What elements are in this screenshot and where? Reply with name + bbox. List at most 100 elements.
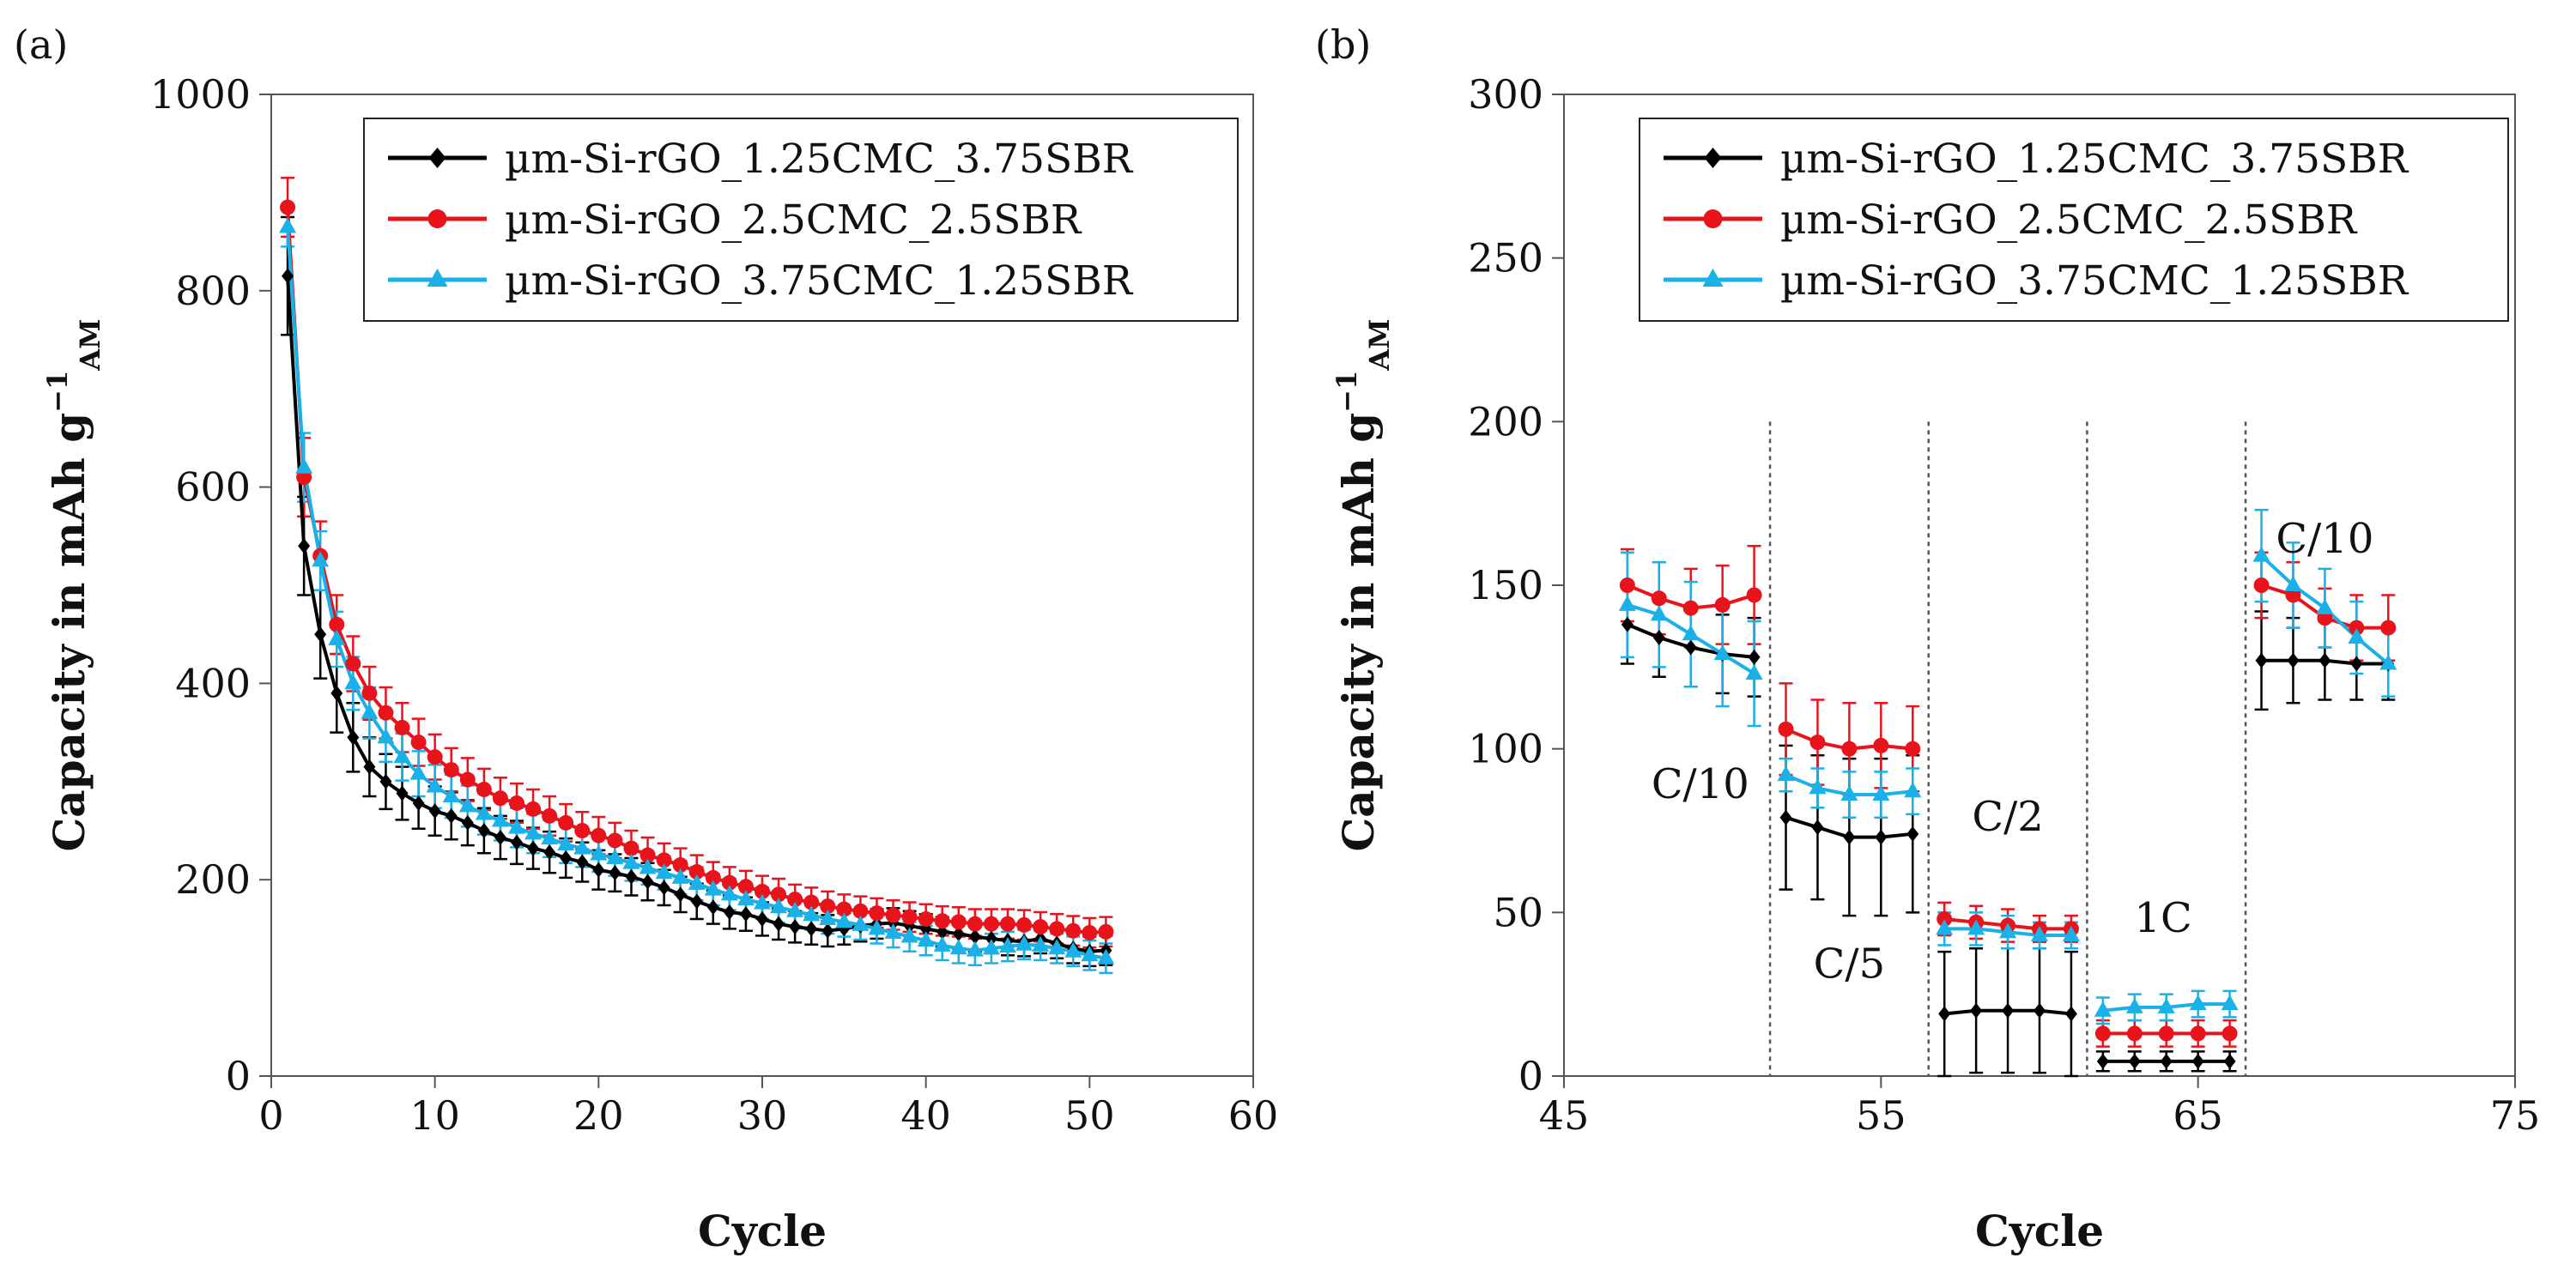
point-a-1-20 [607,832,623,849]
point-a-2-34 [835,912,853,928]
point-a-2-31 [786,901,804,917]
point-a-2-3 [328,629,346,645]
legend-b-marker-1 [1703,209,1723,228]
point-a-2-30 [770,898,788,914]
point-b-2-2-3 [2031,926,2048,942]
point-a-1-35 [852,903,869,919]
point-a-0-18 [576,854,589,870]
point-b-1-0-1 [1651,590,1667,607]
c-rate-dividers [1768,421,2247,1076]
point-b-2-2-4 [2062,926,2080,942]
point-a-1-13 [492,790,508,807]
point-b-0-4-1 [2287,652,2300,668]
series-markers-b [1618,546,2397,1069]
point-a-1-4 [345,656,361,672]
point-b-0-1-3 [1875,829,1888,845]
x-tick-label-a-0: 0 [258,1092,283,1139]
legend-b-marker-0 [1704,148,1722,168]
point-b-0-0-1 [1652,630,1665,646]
y-tick-label-b-5: 250 [1468,235,1543,281]
point-a-0-6 [379,773,392,789]
point-b-2-2-0 [1936,919,1954,935]
point-a-0-31 [789,919,802,935]
point-a-1-45 [1016,916,1033,933]
point-a-1-46 [1033,919,1049,935]
point-a-2-49 [1081,946,1099,962]
c-rate-label-3: 1C [2134,894,2191,942]
point-a-2-11 [458,796,476,813]
point-a-2-4 [344,674,362,690]
point-b-1-3-1 [2126,1025,2143,1042]
point-a-2-27 [720,885,738,901]
point-a-2-0 [279,217,297,233]
point-a-1-9 [427,749,443,765]
point-b-2-0-3 [1713,644,1731,661]
point-b-1-4-0 [2253,578,2270,593]
point-a-1-12 [476,781,492,797]
point-b-2-0-1 [1650,605,1668,621]
c-rate-label-4: C/10 [2276,515,2373,563]
point-b-1-1-3 [1873,737,1889,753]
y-axis-label-a-sup: −1 [41,371,74,413]
point-b-0-1-0 [1779,809,1792,825]
y-tick-label-a-2: 400 [175,660,251,706]
series-line-a-0 [286,275,1106,953]
point-b-1-3-0 [2094,1025,2111,1042]
point-a-2-50 [1097,948,1115,965]
point-a-2-2 [312,551,330,567]
point-a-1-25 [688,864,705,880]
point-a-0-30 [773,916,785,932]
point-b-0-2-4 [2064,1006,2077,1022]
legend-a-label-0: µm-Si-rGO_1.25CMC_3.75SBR [505,136,1134,183]
point-a-2-39 [917,931,935,947]
point-a-0-10 [445,807,458,824]
legend-a-marker-1 [427,209,447,228]
point-b-0-3-4 [2223,1053,2236,1069]
y-axis-label-b-sub: AM [1363,318,1396,371]
point-b-2-2-1 [1967,919,1985,935]
point-b-1-0-3 [1714,596,1730,613]
legend-a-label-2: µm-Si-rGO_3.75CMC_1.25SBR [505,257,1134,305]
point-a-1-29 [755,883,770,899]
point-a-2-36 [868,919,886,935]
point-a-2-26 [704,880,722,896]
legend-box-a [363,118,1239,322]
y-tick-label-a-1: 200 [175,856,251,903]
point-a-1-19 [591,827,607,844]
legend-b-label-2: µm-Si-rGO_3.75CMC_1.25SBR [1780,257,2409,305]
point-a-1-47 [1049,921,1065,937]
x-tick-label-b-3: 75 [2490,1092,2541,1139]
point-a-1-36 [869,905,885,922]
point-a-2-33 [819,909,837,925]
c-rate-labels: C/10 C/5 C/2 1C C/10 [1652,515,2374,989]
point-b-1-1-1 [1809,735,1826,751]
point-a-0-22 [641,874,654,890]
point-a-1-8 [410,735,427,751]
point-b-1-4-4 [2380,620,2397,636]
point-a-2-41 [949,939,967,955]
point-a-1-41 [950,914,967,930]
point-a-0-1 [298,538,311,554]
point-a-2-38 [900,927,918,943]
point-a-0-21 [625,868,638,885]
point-a-2-20 [606,849,624,865]
point-b-2-2-2 [1999,922,2017,939]
legend-box-b [1639,118,2509,322]
point-b-2-4-4 [2379,654,2397,670]
y-axis-label-b: Capacity in mAh g−1AM [1330,318,1396,851]
point-b-2-3-4 [2221,995,2239,1011]
point-b-2-3-0 [2094,1001,2112,1017]
point-a-0-5 [363,759,376,775]
point-b-0-2-3 [2034,1002,2046,1019]
y-tick-label-a-3: 600 [175,464,251,511]
c-rate-label-2: C/2 [1972,793,2043,841]
point-b-1-2-0 [1937,910,1953,927]
x-tick-label-b-2: 65 [2173,1092,2223,1139]
point-a-0-32 [805,921,818,937]
point-b-0-1-2 [1843,829,1856,845]
point-a-0-28 [739,906,752,922]
point-a-1-26 [705,869,721,886]
point-a-2-25 [688,874,706,890]
